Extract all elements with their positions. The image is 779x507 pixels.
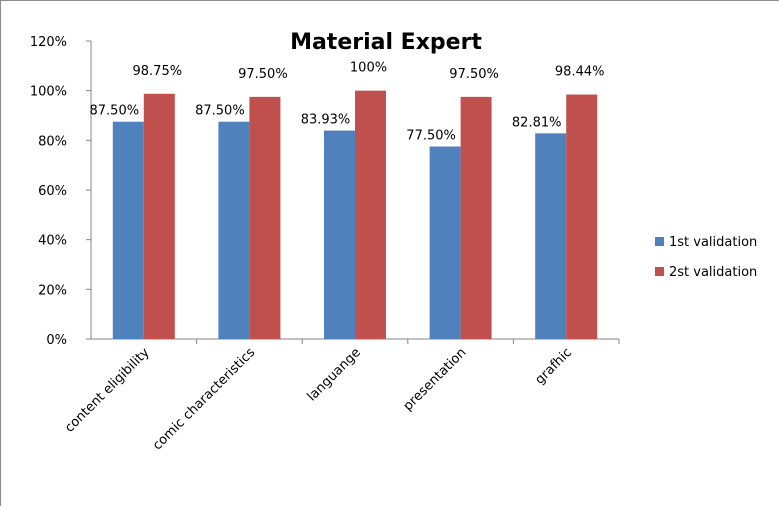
bar-series1-4 xyxy=(535,133,567,339)
data-label: 77.50% xyxy=(406,129,456,144)
chart-title: Material Expert xyxy=(290,30,482,55)
legend-swatch-2 xyxy=(655,267,664,276)
data-label: 97.50% xyxy=(449,67,499,82)
data-label: 83.93% xyxy=(301,113,351,128)
data-label: 100% xyxy=(350,61,387,76)
bar-series2-1 xyxy=(249,96,281,339)
x-category-label: grafhic xyxy=(533,345,576,388)
y-tick-label: 120% xyxy=(30,35,67,50)
y-tick-label: 40% xyxy=(38,234,67,249)
bar-series1-0 xyxy=(112,121,144,339)
legend-swatch-1 xyxy=(655,237,664,246)
y-tick-label: 80% xyxy=(38,134,67,149)
data-label: 98.44% xyxy=(555,65,605,80)
bars xyxy=(112,90,598,340)
y-tick-label: 20% xyxy=(38,283,67,298)
data-label: 98.75% xyxy=(133,64,183,79)
y-tick-label: 60% xyxy=(38,184,67,199)
data-label: 87.50% xyxy=(90,104,140,119)
y-tick-label: 100% xyxy=(30,85,67,100)
bar-series1-1 xyxy=(218,121,250,339)
bar-series2-4 xyxy=(566,94,598,339)
x-category-label: content eligibility xyxy=(62,345,153,436)
legend-label-1: 1st validation xyxy=(669,235,757,250)
bar-series2-3 xyxy=(460,96,492,339)
bar-series2-2 xyxy=(355,90,386,340)
x-category-label: languange xyxy=(305,345,364,404)
data-label: 87.50% xyxy=(195,104,245,119)
bar-series1-2 xyxy=(324,130,355,339)
legend: 1st validation 2st validation xyxy=(655,235,757,280)
data-label: 82.81% xyxy=(512,115,562,130)
data-labels: 87.50% 98.75% 87.50% 97.50% 83.93% 100% 77.50%… xyxy=(90,61,605,144)
x-category-label: presentation xyxy=(401,345,470,414)
bar-series2-0 xyxy=(143,93,175,339)
legend-label-2: 2st validation xyxy=(669,265,757,280)
x-category-label: comic characteristics xyxy=(150,345,258,453)
data-label: 97.50% xyxy=(238,67,288,82)
y-tick-label: 0% xyxy=(46,333,67,348)
bar-series1-3 xyxy=(429,146,461,339)
